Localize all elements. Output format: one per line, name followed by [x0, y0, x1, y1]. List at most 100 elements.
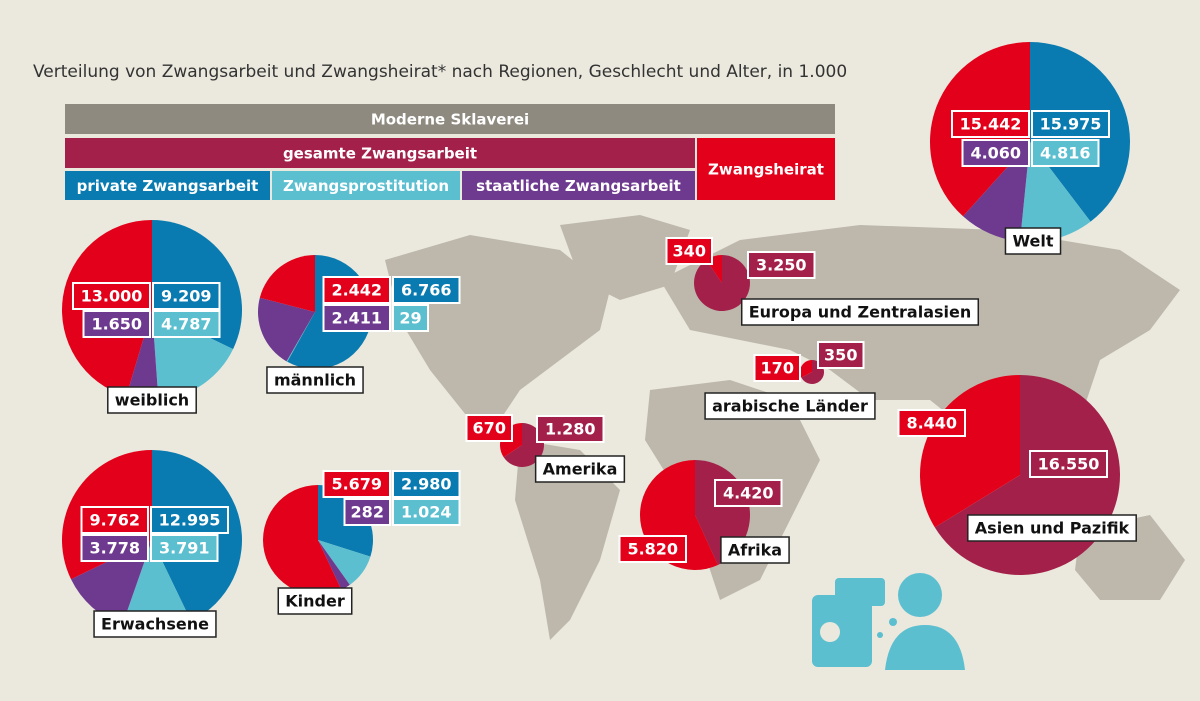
value-label-box — [322, 276, 391, 304]
value-label-box — [80, 534, 149, 562]
legend-box — [462, 171, 695, 200]
pie-name-box — [534, 455, 626, 483]
pie-slice — [503, 423, 544, 467]
icon — [812, 573, 965, 670]
icon-body — [885, 625, 965, 670]
value-label: 1.024 — [401, 503, 452, 522]
value-label: 4.787 — [161, 315, 212, 334]
pie-name: Asien und Pazifik — [975, 519, 1130, 538]
value-label: 15.442 — [960, 115, 1022, 134]
value-label-box — [343, 498, 391, 526]
value-label-box — [714, 479, 783, 507]
pies: 15.975 4.816 4.060 15.442 Welt 9.209 4.787 1.65… — [61, 42, 1137, 638]
legend-box — [65, 104, 835, 134]
pie-slice — [318, 540, 371, 585]
value-label-box — [152, 310, 221, 338]
icon-dial — [820, 622, 840, 642]
pie-slice — [286, 312, 315, 362]
value-label: 2.442 — [331, 281, 382, 300]
value-label-box — [72, 282, 151, 310]
value-label: 3.250 — [756, 256, 807, 275]
legend-label: Moderne Sklaverei — [371, 111, 529, 129]
pie-name-box — [93, 610, 217, 638]
icon-head — [898, 573, 942, 617]
value-label: 350 — [824, 346, 857, 365]
value-label: 3.791 — [159, 539, 210, 558]
legend-box — [272, 171, 460, 200]
icon-drop — [877, 632, 883, 638]
pie-name-box — [107, 386, 197, 414]
value-label-box — [536, 415, 605, 443]
value-label: 2.980 — [401, 475, 452, 494]
value-label: 15.975 — [1040, 115, 1102, 134]
pie-name: arabische Länder — [712, 397, 868, 416]
value-label: 170 — [761, 359, 794, 378]
pie-name: Kinder — [285, 592, 345, 611]
pie-name: Erwachsene — [101, 615, 209, 634]
pie-slice — [259, 255, 315, 312]
value-label: 282 — [351, 503, 384, 522]
pie-name-box — [266, 366, 364, 394]
value-label-box — [322, 304, 391, 332]
value-label: 9.209 — [161, 287, 212, 306]
value-label-box — [150, 506, 229, 534]
value-label: 16.550 — [1038, 455, 1100, 474]
icon-drop — [889, 618, 897, 626]
value-label-box — [665, 237, 713, 265]
pie-slice — [258, 297, 315, 362]
value-label: 12.995 — [159, 511, 221, 530]
value-label-box — [392, 498, 461, 526]
legend-box — [65, 171, 270, 200]
value-label: 340 — [673, 242, 706, 261]
value-label-box — [152, 282, 221, 310]
chart-title: Verteilung von Zwangsarbeit und Zwangshe… — [33, 62, 847, 82]
legend-box — [65, 138, 695, 168]
value-label-box — [392, 276, 461, 304]
south-america — [515, 440, 620, 640]
pie-name: Amerika — [543, 460, 618, 479]
value-label-box — [1031, 139, 1100, 167]
legend: Moderne Sklaverei gesamte Zwangsarbeit Zwa… — [65, 104, 835, 200]
value-label: 5.679 — [331, 475, 382, 494]
pie-name: weiblich — [115, 391, 189, 410]
pie-name-box — [740, 298, 980, 326]
legend-label: private Zwangsarbeit — [77, 177, 259, 195]
value-label: 1.650 — [91, 315, 142, 334]
value-label: 8.440 — [906, 414, 957, 433]
value-label: 6.766 — [401, 281, 452, 300]
pie-slice — [318, 540, 350, 590]
value-label: 1.280 — [545, 420, 596, 439]
value-label-box — [618, 535, 687, 563]
value-label-box — [150, 534, 219, 562]
value-label: 29 — [399, 309, 421, 328]
pie-name: Welt — [1012, 232, 1053, 251]
pie-name-box — [967, 514, 1137, 542]
pie-slice — [799, 360, 812, 378]
legend-label: Zwangsheirat — [708, 161, 824, 179]
value-label-box — [322, 470, 391, 498]
pie-name-box — [277, 587, 353, 615]
value-label: 9.762 — [89, 511, 140, 530]
value-label: 4.060 — [970, 144, 1021, 163]
pie-name-box — [720, 536, 790, 564]
pie-name-box — [1004, 227, 1062, 255]
legend-label: Zwangsprostitution — [283, 177, 449, 195]
value-label-box — [465, 414, 513, 442]
pie-name: männlich — [274, 371, 356, 390]
value-label: 3.778 — [89, 539, 140, 558]
pie-name-box — [704, 392, 876, 420]
value-label-box — [817, 341, 865, 369]
icon-machine — [812, 595, 872, 667]
value-label-box — [961, 139, 1030, 167]
value-label-box — [392, 304, 429, 332]
value-label-box — [747, 251, 816, 279]
icon-machine-top — [835, 578, 885, 606]
value-label-box — [753, 354, 801, 382]
value-label-box — [897, 409, 966, 437]
value-label: 4.420 — [723, 484, 774, 503]
legend-box — [697, 138, 835, 200]
value-label: 13.000 — [81, 287, 143, 306]
value-label: 670 — [473, 419, 506, 438]
legend-label: staatliche Zwangsarbeit — [476, 177, 681, 195]
